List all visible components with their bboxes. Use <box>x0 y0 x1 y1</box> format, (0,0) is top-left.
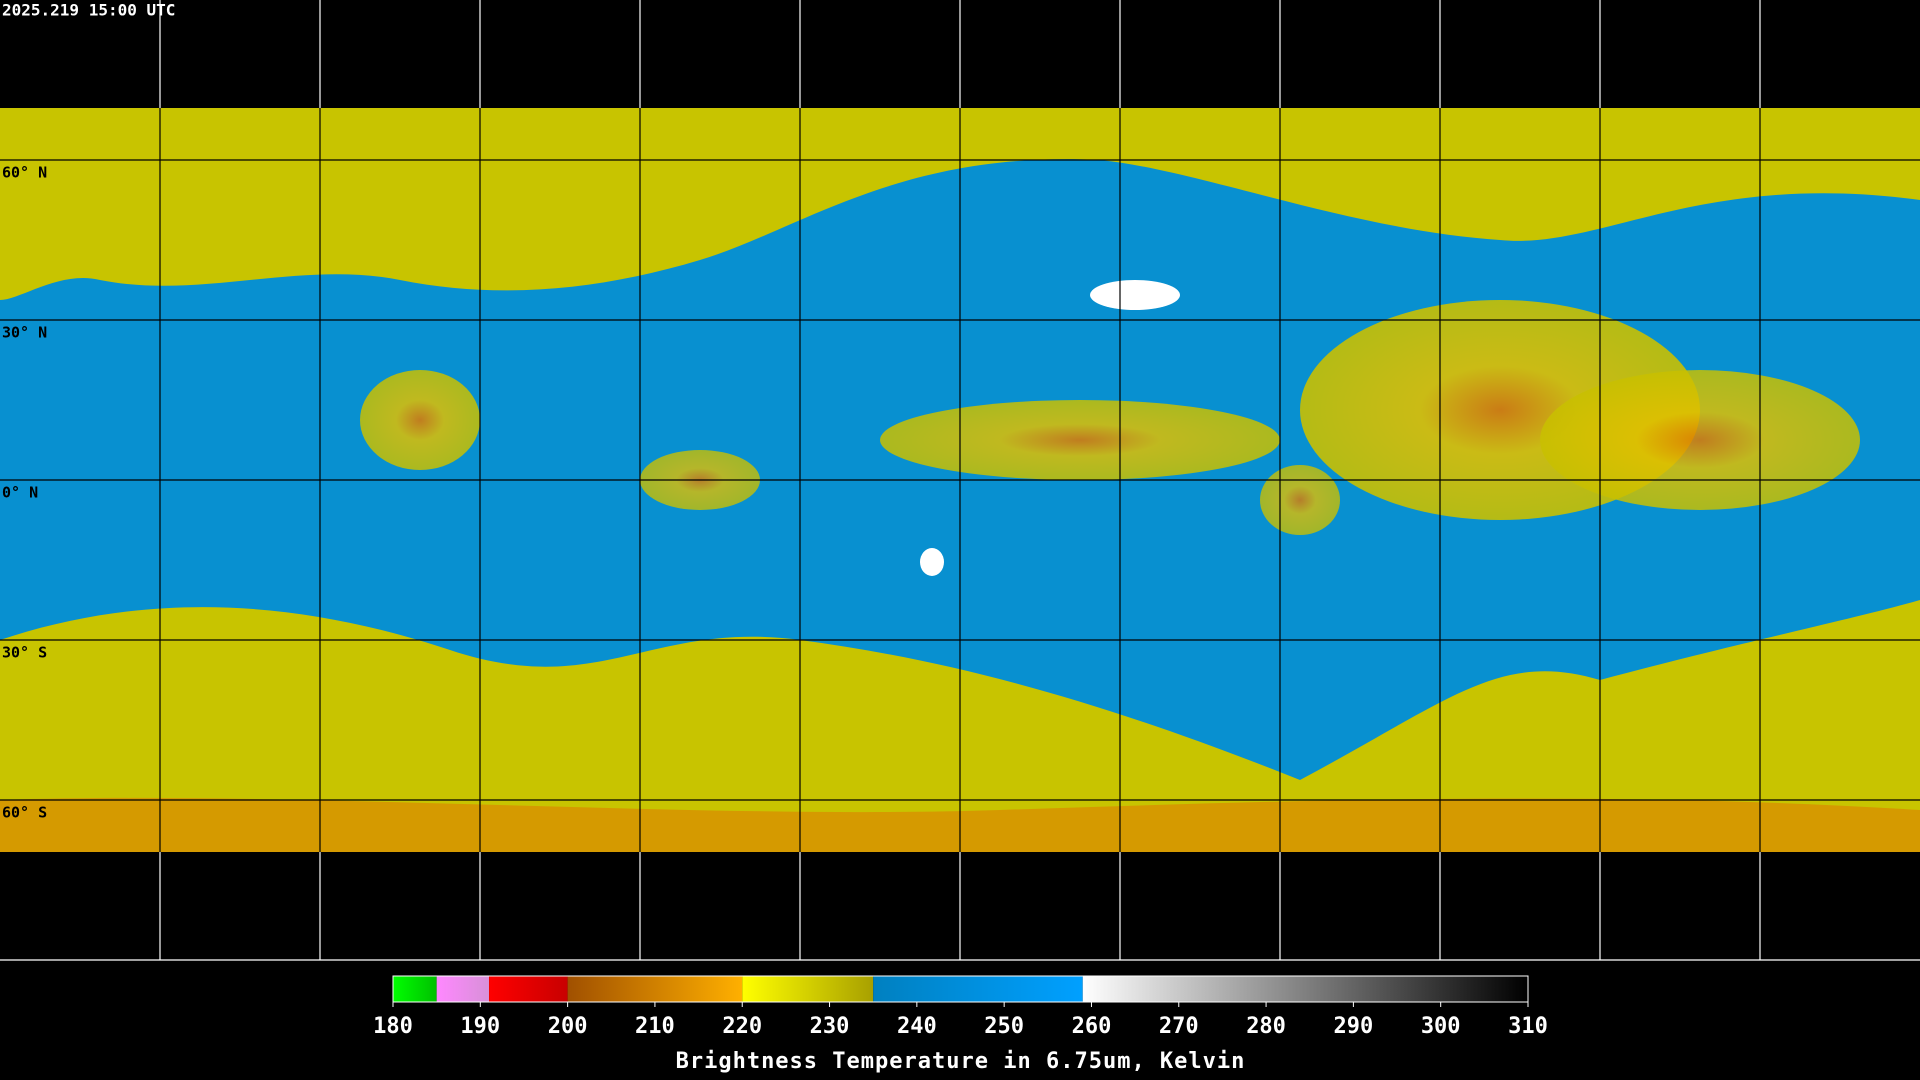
colorbar-frame <box>392 975 1529 1003</box>
colorbar-segment <box>489 976 568 1002</box>
dry-spot <box>920 548 944 576</box>
colorbar-segment <box>436 976 490 1002</box>
colorbar-tick-label: 180 <box>373 1014 413 1039</box>
convection <box>1540 370 1860 510</box>
lat-label: 60° N <box>2 164 47 182</box>
colorbar-tick-label: 220 <box>722 1014 762 1039</box>
colorbar-tick-label: 240 <box>897 1014 937 1039</box>
colorbar-tick-label: 270 <box>1159 1014 1199 1039</box>
colorbar: 180 190 200 210 220 230 240 250 260 270 280 290 300 3… <box>373 975 1548 1074</box>
colorbar-tick-label: 280 <box>1246 1014 1286 1039</box>
colorbar-tick-label: 290 <box>1334 1014 1374 1039</box>
colorbar-segment <box>567 976 743 1002</box>
colorbar-segment <box>393 976 437 1002</box>
colorbar-segment <box>742 976 874 1002</box>
timestamp: 2025.219 15:00 UTC <box>2 1 175 20</box>
convection <box>1260 465 1340 535</box>
colorbar-label: Brightness Temperature in 6.75um, Kelvin <box>676 1049 1246 1074</box>
colorbar-segment <box>1082 976 1528 1002</box>
convection <box>360 370 480 470</box>
convection <box>880 400 1280 480</box>
colorbar-tick-label: 200 <box>548 1014 588 1039</box>
graticule <box>0 0 1920 961</box>
colorbar-segment <box>873 976 1083 1002</box>
colorbar-tick-label: 190 <box>460 1014 500 1039</box>
colorbar-tick-label: 310 <box>1508 1014 1548 1039</box>
colorbar-tick-label: 260 <box>1072 1014 1112 1039</box>
lat-label: 30° S <box>2 644 47 662</box>
colorbar-tick-label: 230 <box>810 1014 850 1039</box>
colorbar-tick-label: 250 <box>984 1014 1024 1039</box>
colorbar-tick-label: 210 <box>635 1014 675 1039</box>
dry-spot <box>1090 280 1180 310</box>
lat-label: 0° N <box>2 484 38 502</box>
lat-label: 30° N <box>2 324 47 342</box>
lat-label: 60° S <box>2 804 47 822</box>
colorbar-tick-label: 300 <box>1421 1014 1461 1039</box>
